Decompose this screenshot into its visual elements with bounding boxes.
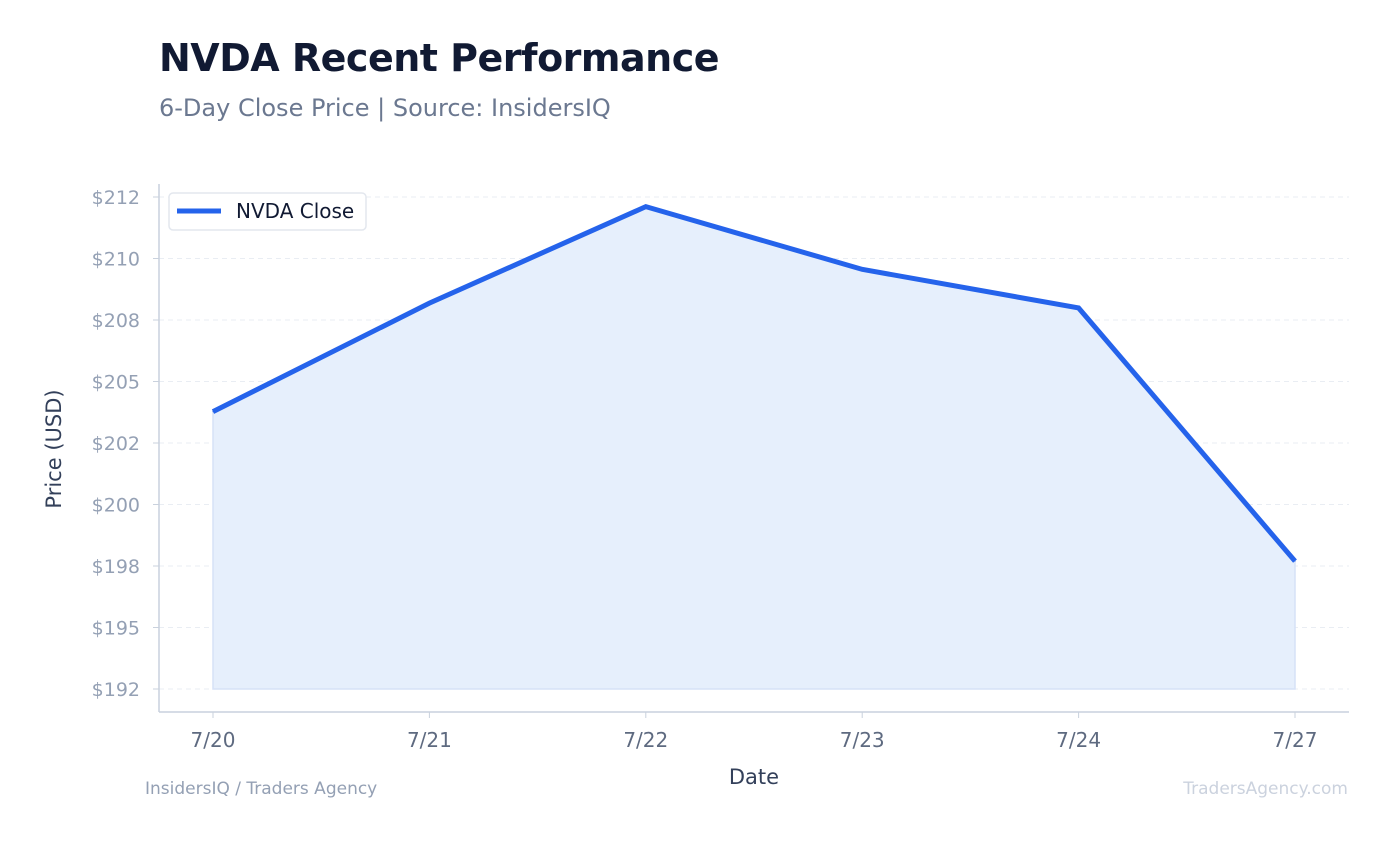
x-tick-label: 7/27: [1273, 728, 1318, 752]
data-point: [428, 302, 430, 304]
y-tick-label: $205: [92, 372, 140, 394]
x-tick-label: 7/24: [1056, 728, 1101, 752]
chart-title: NVDA Recent Performance: [159, 36, 720, 80]
y-tick-label: $202: [92, 433, 140, 455]
data-point: [212, 411, 214, 413]
x-tick-label: 7/22: [623, 728, 668, 752]
y-tick-label: $198: [92, 556, 140, 578]
data-point: [645, 206, 647, 208]
y-tick-labels: $192 $195 $198 $200 $202 $205 $208 $210 $212: [92, 187, 140, 701]
y-tick-label: $195: [92, 618, 140, 640]
legend-label: NVDA Close: [236, 199, 354, 223]
area-layer: [212, 205, 1296, 690]
x-tick-labels: 7/20 7/21 7/22 7/23 7/24 7/27: [191, 712, 1318, 752]
axis-layer: [158, 184, 1349, 713]
data-point: [1078, 307, 1080, 309]
y-tick-label: $212: [92, 187, 140, 209]
series-line: [211, 203, 1297, 563]
y-tick-label: $210: [92, 249, 140, 271]
series-layer: [211, 203, 1297, 563]
footer-watermark: TradersAgency.com: [1183, 779, 1348, 799]
chart-subtitle: 6-Day Close Price | Source: InsidersIQ: [159, 94, 611, 122]
footer-credit: InsidersIQ / Traders Agency: [145, 779, 378, 799]
x-tick-label: 7/21: [407, 728, 452, 752]
legend-box: [168, 192, 367, 231]
y-tick-label: $200: [92, 495, 140, 517]
data-point: [1294, 560, 1296, 562]
x-tick-label: 7/23: [840, 728, 885, 752]
data-point: [861, 268, 863, 270]
legend: NVDA Close: [168, 192, 367, 231]
x-tick-label: 7/20: [191, 728, 236, 752]
y-tick-label: $192: [92, 679, 140, 701]
y-tick-label: $208: [92, 310, 140, 332]
area-fill: [212, 205, 1296, 690]
x-axis-label: Date: [729, 765, 779, 789]
y-axis-label: Price (USD): [42, 389, 66, 508]
